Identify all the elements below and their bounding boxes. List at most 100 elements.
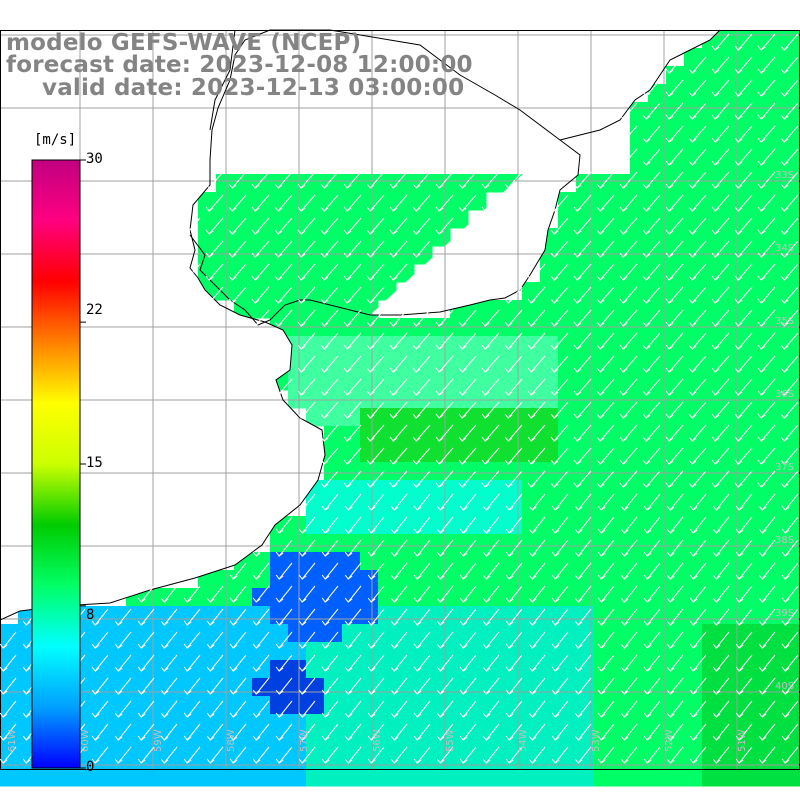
lon-tick-label: 52W [664,729,675,752]
field-cell [630,678,649,697]
field-cell [666,696,685,715]
wind-arrow [712,493,730,511]
lon-tick-label: 51W [737,729,748,752]
field-cell [288,588,307,607]
lat-tick-label: 37S [775,462,794,473]
field-cell [306,174,325,193]
field-cell [540,768,559,787]
wind-arrow [390,631,408,649]
wind-arrow [435,194,454,212]
wind-arrow [574,677,592,695]
wind-arrow [780,332,799,350]
wind-arrow [689,608,707,626]
wind-arrow [505,562,523,580]
wind-arrow [412,309,431,327]
field-cell [0,750,19,769]
field-cell [540,660,559,679]
wind-arrow [597,585,615,603]
wind-arrow [481,171,500,189]
field-cell [342,516,361,535]
wind-arrow [344,631,362,649]
wind-arrow [527,470,546,488]
wind-arrow [734,79,753,97]
field-cell [702,192,721,211]
wind-arrow [505,631,523,649]
field-cell [432,462,451,481]
field-cell [540,498,559,517]
field-cell [612,534,631,553]
wind-arrow [504,401,523,419]
wind-arrow [551,516,569,534]
wind-arrow [689,516,707,534]
wind-arrow [780,125,799,143]
field-cell [738,210,757,229]
wind-arrow [114,746,132,764]
field-cell [612,264,631,283]
wind-arrow [274,240,293,258]
field-cell [216,228,235,247]
wind-arrow [527,286,546,304]
wind-arrow [229,700,247,718]
wind-arrow [505,493,523,511]
wind-arrow [574,746,592,764]
field-cell [414,426,433,445]
wind-arrow [781,723,799,741]
wind-arrow [412,171,431,189]
field-cell [612,282,631,301]
wind-arrow [688,286,707,304]
field-cell [792,210,800,229]
field-cell [234,624,253,643]
field-cell [702,606,721,625]
field-cell [756,372,775,391]
field-cell [720,174,739,193]
wind-arrow [435,309,454,327]
wind-arrow [734,309,753,327]
field-cell [270,282,289,301]
forecast-date: forecast date: 2023-12-08 12:00:00 [6,52,473,78]
wind-arrow [229,585,247,603]
wind-arrow [321,631,339,649]
field-cell [252,714,271,733]
field-cell [630,336,649,355]
field-cell [324,462,343,481]
wind-arrow [573,447,592,465]
wind-arrow [367,493,385,511]
field-cell [684,48,703,67]
wind-arrow [780,56,799,74]
wind-arrow [574,562,592,580]
field-cell [378,768,397,787]
wind-arrow [137,631,155,649]
field-cell [756,408,775,427]
wind-arrow [780,79,799,97]
wind-arrow [183,700,201,718]
wind-arrow [688,148,707,166]
wind-arrow [758,585,776,603]
wind-arrow [688,309,707,327]
wind-arrow [366,171,385,189]
field-cell [792,408,800,427]
field-cell [360,390,379,409]
field-cell [684,462,703,481]
field-cell [684,354,703,373]
field-cell [288,660,307,679]
wind-arrow [666,654,684,672]
wind-arrow [597,493,615,511]
field-cell [702,624,721,643]
wind-arrow [367,723,385,741]
wind-arrow [252,539,270,557]
field-cell [738,642,757,661]
lon-tick-label: 61W [7,729,18,752]
field-cell [756,210,775,229]
field-cell [702,696,721,715]
field-cell [180,588,199,607]
wind-arrow [298,539,316,557]
wind-arrow [551,654,569,672]
field-cell [684,696,703,715]
field-cell [288,192,307,211]
field-cell [648,570,667,589]
field-cell [738,552,757,571]
wind-arrow [389,424,408,442]
field-cell [648,642,667,661]
wind-arrow [551,608,569,626]
wind-arrow [528,631,546,649]
